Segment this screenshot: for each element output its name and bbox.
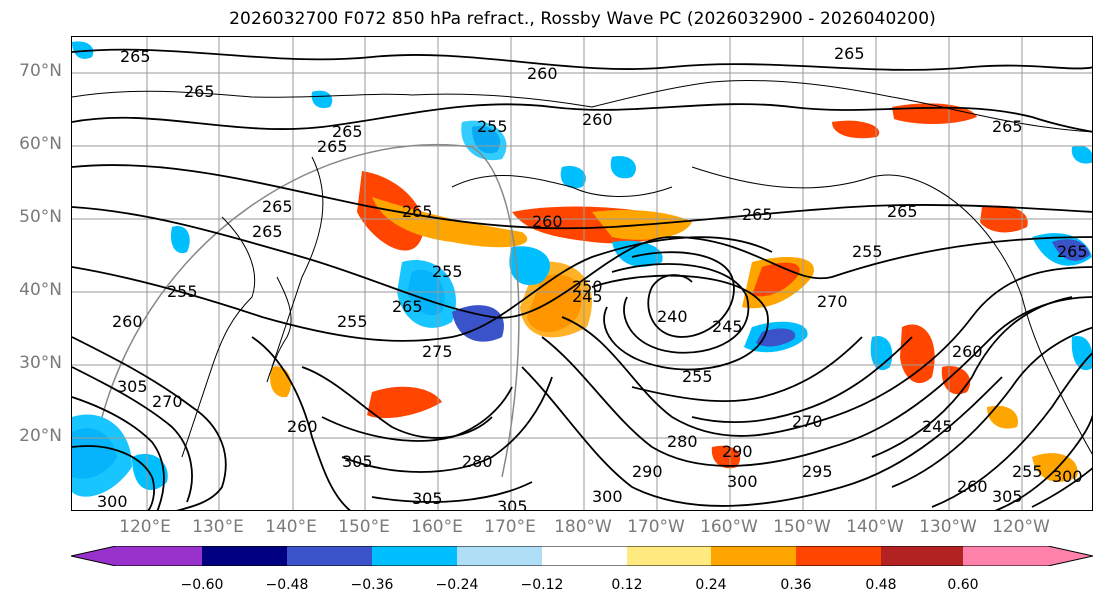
colorbar-extend-high [963,546,1093,566]
contour-label: 265 [332,122,363,141]
lon-label-120e: 120°E [119,517,171,537]
lon-label-160e: 160°E [411,517,463,537]
contour-label: 260 [957,477,988,496]
contour-lines [72,48,1092,510]
contour-label: 265 [184,82,215,101]
colorbar-segment [202,546,287,566]
colorbar-segment [881,546,963,566]
contour-label: 295 [802,462,833,481]
lon-label-140e: 140°E [265,517,317,537]
contour-label: 305 [497,497,528,511]
contour-label: 255 [852,242,883,261]
lat-label-50: 50°N [19,207,62,227]
lat-label-20: 20°N [19,426,62,446]
colorbar-tick: 0.60 [947,577,979,593]
colorbar-segment [796,546,881,566]
colorbar-tick: −0.48 [265,577,309,593]
colorbar-tick: 0.24 [695,577,727,593]
contour-label: 260 [112,312,143,331]
contour-label: 300 [97,492,128,511]
contour-label: 255 [432,262,463,281]
contour-label: 245 [572,287,603,306]
lon-label-140w: 140°W [846,517,904,537]
map-panel: 265 255 265 260 265 260 265 265 265 255 … [71,36,1093,511]
colorbar-segment [457,546,542,566]
contour-label: 260 [532,212,563,231]
lon-label-170e: 170°E [484,517,536,537]
colorbar-segment [372,546,457,566]
contour-label: 255 [682,367,713,386]
contour-label: 255 [477,117,508,136]
contour-label: 300 [1052,467,1083,486]
contour-label: 300 [727,472,758,491]
colorbar-tick: 0.12 [611,577,643,593]
colorbar-segment [711,546,796,566]
contour-label: 260 [287,417,318,436]
lat-label-60: 60°N [19,134,62,154]
lon-label-150e: 150°E [338,517,390,537]
contour-label: 255 [167,282,198,301]
lon-label-130w: 130°W [919,517,977,537]
contour-label: 275 [422,342,453,361]
colorbar-segment [542,546,627,566]
lat-label-30: 30°N [19,353,62,373]
contour-label: 260 [952,342,983,361]
contour-label: 265 [834,44,865,63]
contour-label: 265 [252,222,283,241]
map-canvas: 265 255 265 260 265 260 265 265 265 255 … [72,37,1092,511]
contour-label: 270 [152,392,183,411]
contour-label: 265 [392,297,423,316]
colorbar-segment [287,546,372,566]
chart-title: 2026032700 F072 850 hPa refract., Rossby… [229,9,936,29]
contour-label: 305 [412,489,443,508]
colorbar-segment [627,546,711,566]
contour-label: 270 [792,412,823,431]
lon-label-170w: 170°W [627,517,685,537]
contour-label: 245 [922,417,953,436]
contour-label: 300 [592,487,623,506]
colorbar [71,546,1093,566]
lon-label-160w: 160°W [700,517,758,537]
contour-label: 290 [722,442,753,461]
lat-label-70: 70°N [19,61,62,81]
lon-label-180w: 180°W [554,517,612,537]
contour-label: 260 [527,64,558,83]
contour-label: 240 [657,307,688,326]
contour-label: 245 [712,317,743,336]
lon-label-150w: 150°W [773,517,831,537]
contour-label: 265 [742,205,773,224]
contour-label: 265 [402,202,433,221]
colorbar-tick: −0.12 [520,577,564,593]
lon-label-120w: 120°W [992,517,1050,537]
contour-label: 265 [262,197,293,216]
contour-label: 255 [1012,462,1043,481]
colorbar-tick: −0.24 [435,577,479,593]
contour-label: 305 [342,452,373,471]
contour-label: 265 [120,47,151,66]
colorbar-extend-low [71,546,202,566]
contour-label: 260 [582,110,613,129]
contour-label: 270 [817,292,848,311]
colorbar-tick: −0.36 [350,577,394,593]
contour-label: 265 [317,137,348,156]
contour-label: 255 [337,312,368,331]
lat-label-40: 40°N [19,280,62,300]
contour-label: 265 [1057,242,1088,261]
contour-labels: 265 255 265 260 265 260 265 265 265 255 … [97,44,1088,511]
contour-label: 290 [632,462,663,481]
contour-label: 280 [667,432,698,451]
lon-label-130e: 130°E [192,517,244,537]
colorbar-tick: −0.60 [180,577,224,593]
coastlines [72,79,1092,458]
colorbar-tick: 0.36 [780,577,812,593]
contour-label: 265 [992,117,1023,136]
contour-label: 250 [572,277,603,296]
colorbar-tick: 0.48 [865,577,897,593]
contour-label: 305 [117,377,148,396]
contour-label: 265 [887,202,918,221]
contour-label: 280 [462,452,493,471]
contour-label: 305 [992,487,1023,506]
